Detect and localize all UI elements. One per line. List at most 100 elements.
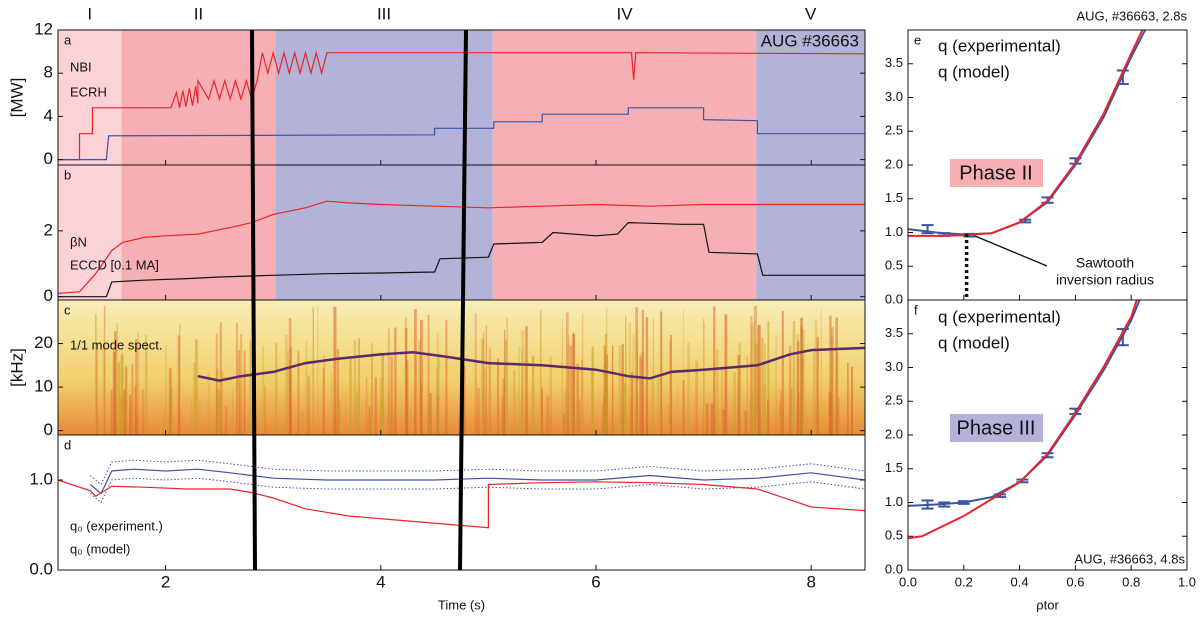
spectrogram-streak (650, 377, 654, 435)
spectrogram-streak (632, 334, 635, 435)
spectrogram-streak (682, 379, 685, 435)
spectrogram-streak (670, 335, 673, 435)
spectrogram-streak (668, 405, 670, 435)
spectrogram-streak (763, 385, 766, 435)
spectrogram-streak (568, 335, 570, 435)
spectrogram-streak (215, 333, 218, 435)
spectrogram-streak (561, 318, 564, 435)
spectrogram-streak (405, 327, 408, 435)
spectrogram-streak (164, 345, 167, 435)
spectrogram-streak (365, 377, 368, 435)
x-tick-label: 0.4 (1011, 574, 1029, 589)
spectrogram-streak (829, 315, 832, 435)
spectrogram-streak (705, 403, 709, 435)
spectrogram-streak (221, 370, 224, 435)
spectrogram-streak (95, 313, 97, 435)
spectrogram-streak (365, 402, 367, 435)
spectrogram-streak (758, 324, 761, 435)
spectrogram-streak (611, 345, 614, 435)
annotation: Phase II (959, 162, 1032, 184)
spectrogram-streak (571, 342, 573, 435)
y-tick-label: 12 (34, 19, 53, 38)
spectrogram-streak (394, 327, 397, 435)
spectrogram-streak (722, 409, 725, 435)
spectrogram-streak (289, 347, 292, 435)
spectrogram-streak (391, 360, 393, 435)
spectrogram-streak (207, 372, 210, 435)
spectrogram-streak (262, 345, 265, 435)
annotation: Phase III (957, 417, 1036, 439)
x-tick-label: 0.8 (1122, 574, 1140, 589)
spectrogram-streak (481, 339, 485, 435)
annotation-box (950, 414, 1043, 442)
spectrogram-streak (820, 309, 822, 435)
spectrogram-streak (549, 356, 552, 435)
spectrogram-streak (521, 330, 525, 435)
spectrogram-streak (414, 309, 417, 435)
legend-label: βN (70, 234, 87, 249)
spectrogram-streak (539, 310, 542, 435)
spectrogram-streak (381, 354, 384, 435)
spectrogram-streak (779, 401, 782, 435)
spectrogram-streak (371, 343, 373, 435)
spectrogram-streak (307, 375, 310, 435)
note: AUG, #36663, 4.8s (1074, 551, 1185, 566)
spectrogram-streak (796, 334, 799, 435)
spectrogram-streak (531, 355, 535, 435)
y-tick-label: 0.0 (29, 559, 53, 578)
spectrogram-streak (639, 356, 642, 435)
spectrogram-streak (660, 311, 663, 435)
spectrogram-streak (141, 389, 145, 435)
spectrogram-streak (418, 340, 421, 435)
phase-label: IV (616, 4, 633, 23)
spectrogram-streak (312, 306, 314, 435)
spectrogram-streak (621, 344, 624, 435)
spectrogram-streak (103, 305, 106, 435)
phase-label: I (87, 4, 92, 23)
series-line (57, 200, 865, 294)
spectrogram-streak (349, 356, 352, 435)
y-tick-label: 4 (44, 106, 53, 125)
spectrogram-streak (831, 326, 834, 435)
spectrogram-streak (564, 390, 567, 435)
spectrogram-streak (353, 339, 357, 435)
spectrogram-streak (713, 306, 716, 435)
spectrogram-streak (603, 364, 606, 435)
spectrogram-streak (177, 335, 181, 435)
spectrogram-streak (488, 361, 491, 435)
panel-letter: f (914, 302, 918, 317)
spectrogram-streak (744, 410, 748, 435)
legend-label: 1/1 mode spect. (70, 337, 163, 352)
spectrogram-streak (420, 381, 423, 435)
spectrogram-streak (800, 317, 804, 435)
legend-label: q (model) (938, 62, 1010, 81)
spectrogram-streak (816, 337, 819, 435)
spectrogram-streak (264, 385, 266, 435)
y-tick-label: 3.5 (885, 325, 903, 340)
spectrogram-streak (630, 372, 634, 435)
y-tick-label: 0.0 (885, 291, 903, 306)
phase-label: III (377, 4, 391, 23)
time-marker (250, 29, 257, 571)
spectrogram-streak (814, 319, 818, 435)
spectrogram-streak (124, 365, 128, 435)
spectrogram-streak (569, 345, 572, 435)
y-tick-label: 0 (44, 420, 53, 439)
spectrogram-streak (687, 342, 691, 435)
spectrogram-streak (835, 317, 839, 435)
y-axis-label: [MW] (7, 78, 26, 118)
annotation-text: Sawtooth (1076, 255, 1134, 271)
spectrogram-streak (576, 411, 579, 435)
note: AUG #36663 (761, 31, 859, 50)
spectrogram-streak (716, 349, 719, 435)
spectrogram-streak (591, 346, 594, 435)
spectrogram-streak (249, 340, 252, 435)
panel-letter: b (64, 167, 71, 182)
spectrogram-streak (830, 336, 834, 435)
spectrogram-streak (814, 408, 816, 435)
spectrogram-streak (131, 363, 134, 435)
spectrogram-streak (738, 341, 741, 435)
spectrogram-streak (641, 309, 644, 435)
spectrogram-streak (317, 305, 319, 435)
y-tick-label: 2 (44, 220, 53, 239)
